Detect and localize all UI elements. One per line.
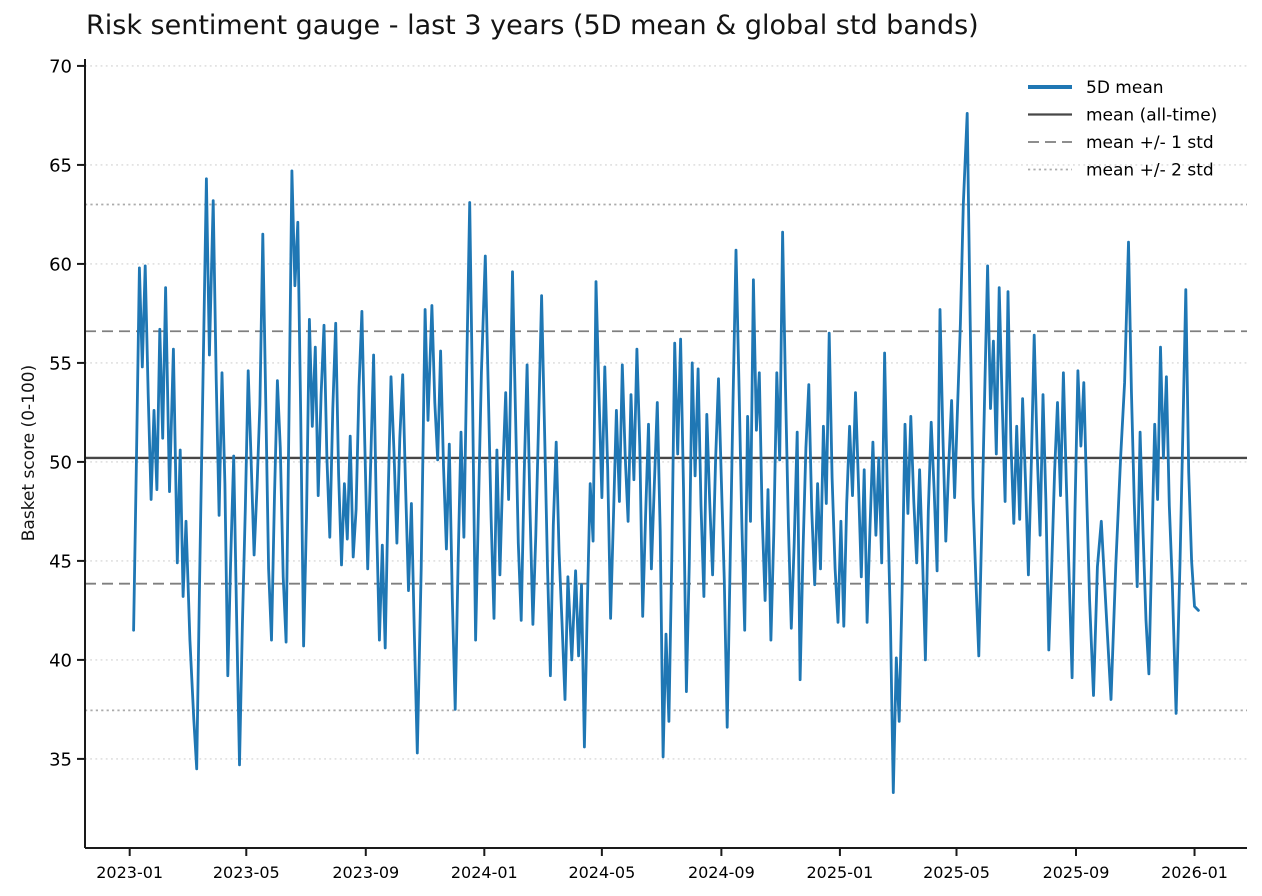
y-tick-label: 35 [49,749,72,770]
x-tick-label: 2023-01 [96,863,163,882]
x-tick-label: 2024-09 [688,863,755,882]
y-tick-label: 65 [49,155,72,176]
y-tick-label: 50 [49,452,72,473]
y-tick-label: 40 [49,650,72,671]
legend-label-mean-all-time-: mean (all-time) [1086,106,1217,126]
x-tick-label: 2024-01 [451,863,518,882]
y-axis-label: Basket score (0-100) [19,364,39,542]
chart-title: Risk sentiment gauge - last 3 years (5D … [86,10,979,41]
y-tick-label: 55 [49,353,72,374]
y-tick-label: 60 [49,254,72,275]
x-tick-label: 2025-01 [806,863,873,882]
x-tick-label: 2025-09 [1043,863,1110,882]
legend-label-mean-1-std: mean +/- 1 std [1086,133,1214,153]
series-line-5D-mean [132,112,1200,794]
y-tick-label: 70 [49,56,72,77]
legend-label-5D-mean: 5D mean [1086,78,1164,98]
y-tick-label: 45 [49,551,72,572]
x-tick-label: 2023-05 [213,863,280,882]
x-tick-label: 2024-05 [568,863,635,882]
legend-label-mean-2-std: mean +/- 2 std [1086,161,1214,181]
x-tick-label: 2026-01 [1161,863,1228,882]
x-tick-label: 2023-09 [332,863,399,882]
x-tick-label: 2025-05 [923,863,990,882]
